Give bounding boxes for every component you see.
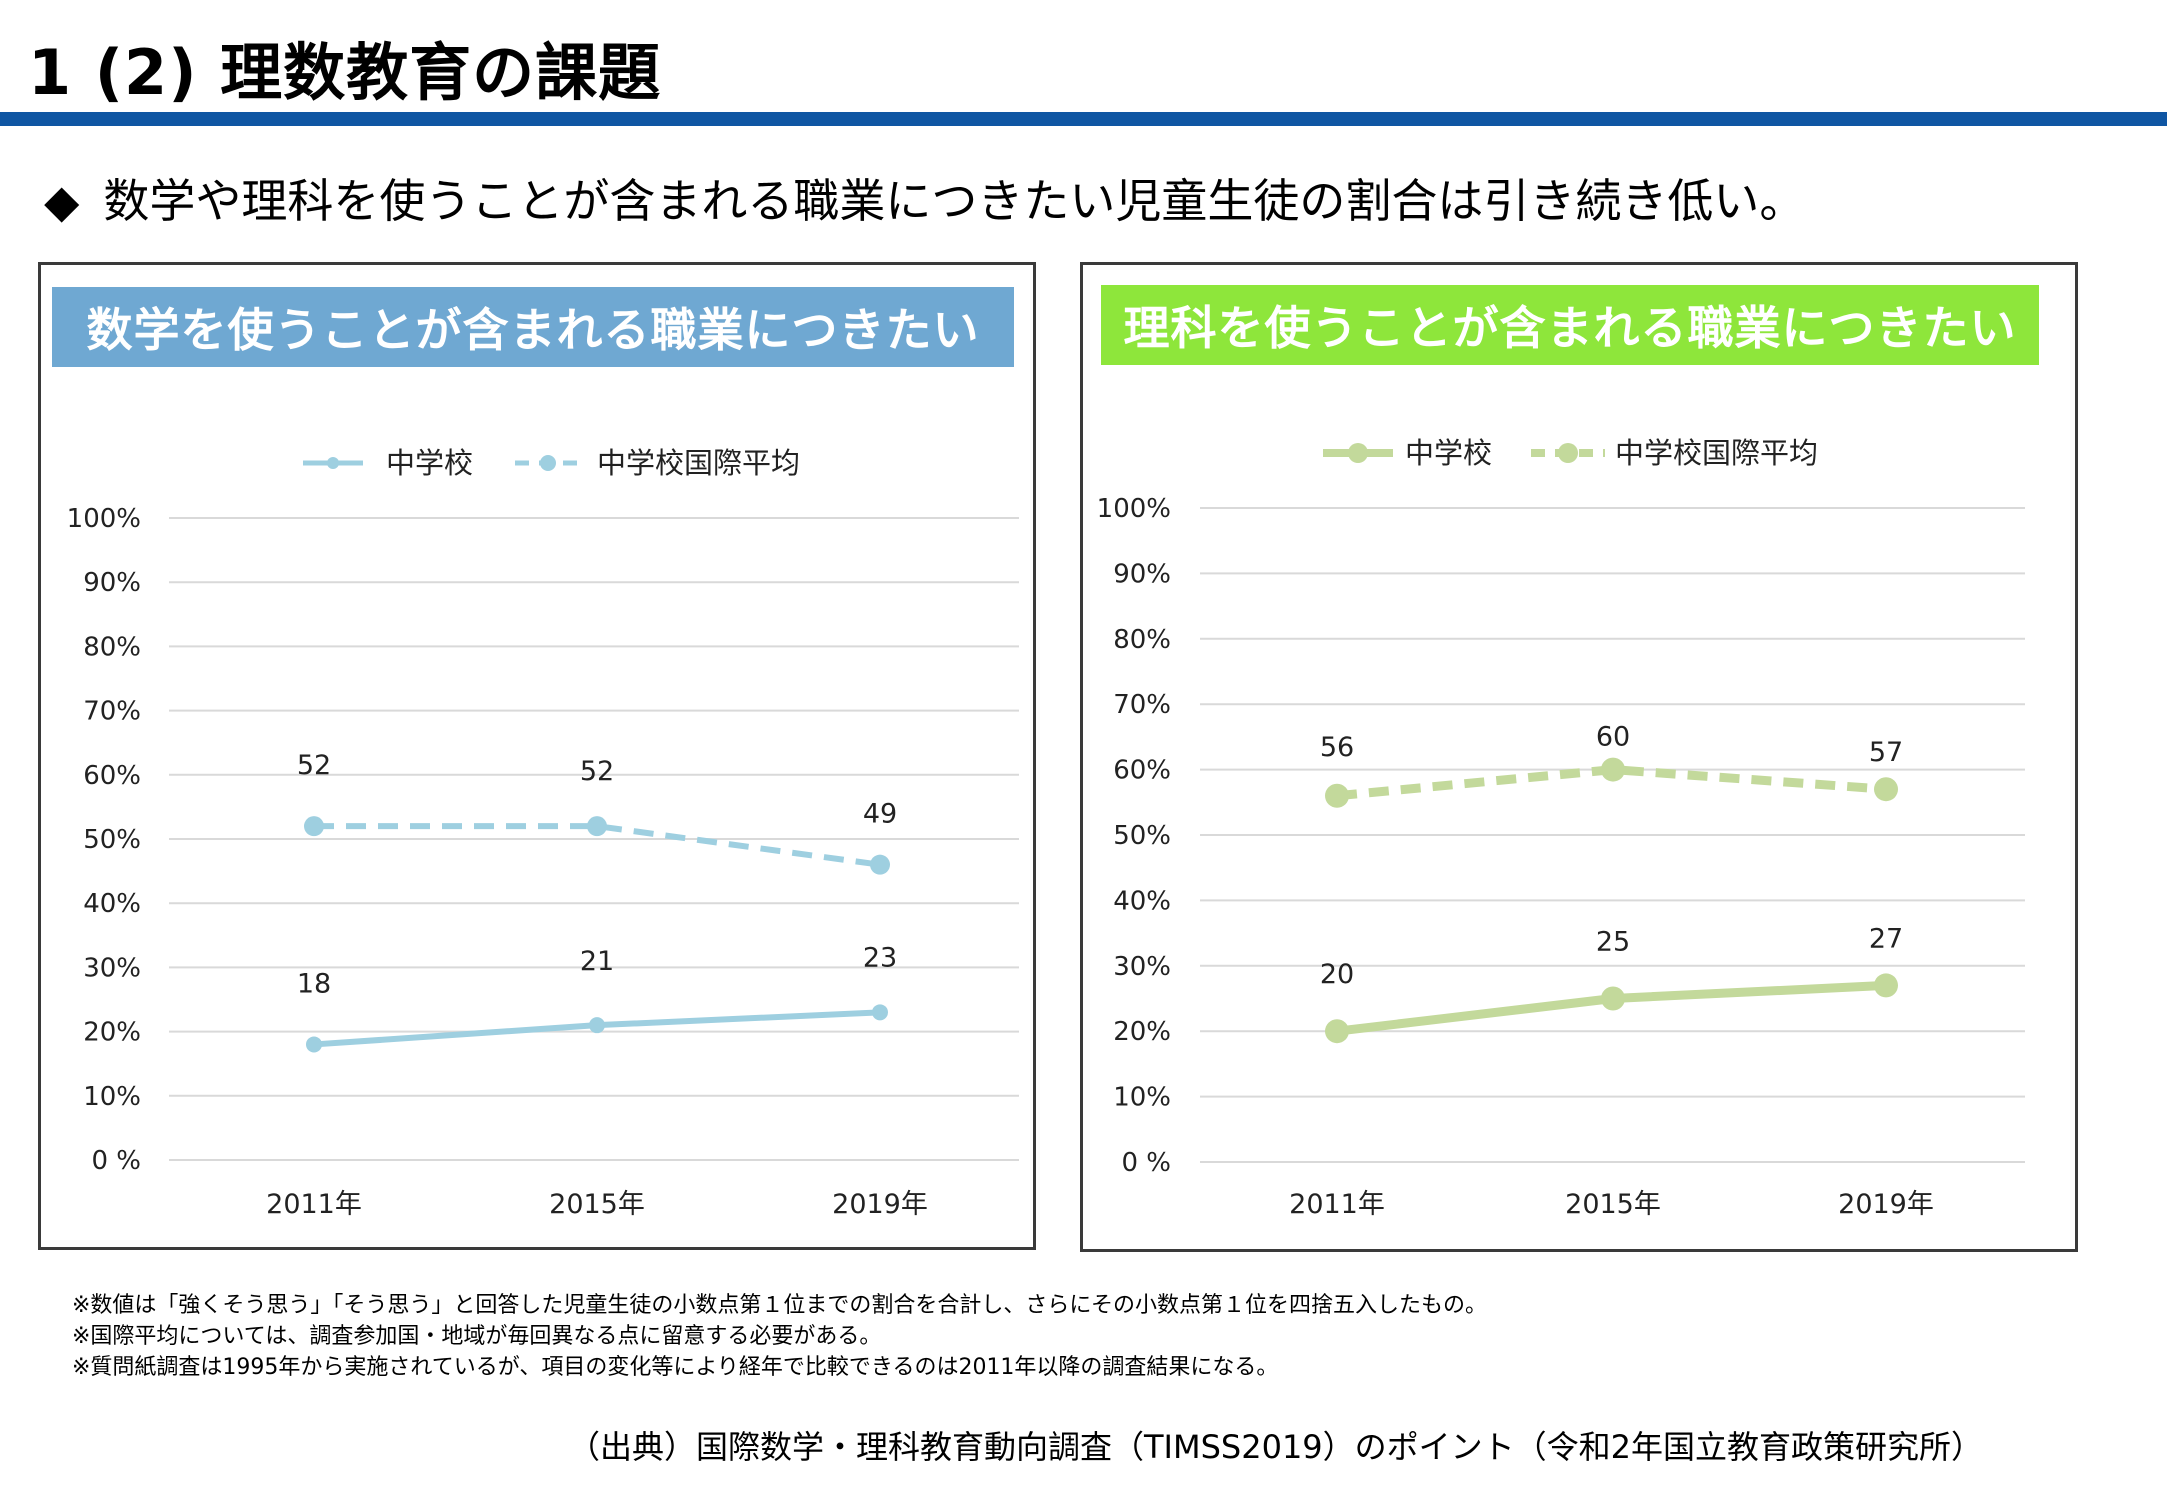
legend-marker bbox=[327, 457, 339, 469]
y-tick-label: 100% bbox=[1097, 494, 1171, 524]
diamond-bullet-icon: ◆ bbox=[44, 174, 80, 228]
data-point bbox=[872, 1004, 888, 1021]
legend-label: 中学校国際平均 bbox=[1615, 436, 1818, 470]
legend-marker bbox=[1558, 443, 1578, 463]
data-label: 20 bbox=[1320, 959, 1354, 990]
legend-label: 中学校 bbox=[386, 446, 473, 480]
y-tick-label: 60% bbox=[83, 761, 141, 791]
footnote-2: ※国際平均については、調査参加国・地域が毎回異なる点に留意する必要がある。 bbox=[72, 1324, 882, 1349]
x-tick-label: 2011年 bbox=[1289, 1189, 1385, 1220]
series-line-intl-avg bbox=[1336, 765, 1887, 801]
y-tick-label: 80% bbox=[1113, 625, 1171, 655]
x-tick-label: 2019年 bbox=[1838, 1189, 1934, 1220]
data-point bbox=[1601, 757, 1625, 782]
y-tick-label: 40% bbox=[83, 889, 141, 919]
y-tick-label: 70% bbox=[83, 697, 141, 727]
legend-marker bbox=[540, 455, 556, 471]
footnotes: ※数値は「強くそう思う」「そう思う」と回答した児童生徒の小数点第１位までの割合を… bbox=[72, 1290, 1487, 1383]
data-label: 52 bbox=[297, 750, 331, 781]
legend-label: 中学校国際平均 bbox=[597, 446, 800, 480]
math-chart-panel: 数学を使うことが含まれる職業につきたい 0 % 10% 20% 30% 40% 50% 60… bbox=[38, 262, 1036, 1250]
legend-marker bbox=[1348, 443, 1368, 463]
science-chart-panel: 理科を使うことが含まれる職業につきたい 0 % 10% 20% 30% 40% 50% 60… bbox=[1080, 262, 2078, 1252]
y-tick-label: 10% bbox=[1113, 1083, 1171, 1113]
y-tick-label: 20% bbox=[83, 1018, 141, 1048]
data-point bbox=[304, 816, 324, 837]
x-tick-label: 2019年 bbox=[832, 1189, 928, 1220]
footnote-1: ※数値は「強くそう思う」「そう思う」と回答した児童生徒の小数点第１位までの割合を… bbox=[72, 1293, 1487, 1318]
y-tick-label: 10% bbox=[83, 1082, 141, 1112]
data-point bbox=[870, 854, 890, 875]
y-tick-label: 20% bbox=[1113, 1017, 1171, 1047]
data-label: 21 bbox=[580, 946, 614, 977]
data-point bbox=[1874, 973, 1898, 998]
data-label: 49 bbox=[863, 799, 897, 830]
data-label: 56 bbox=[1320, 732, 1354, 763]
y-tick-label: 70% bbox=[1113, 690, 1171, 720]
y-tick-label: 50% bbox=[83, 825, 141, 855]
y-tick-label: 0 % bbox=[1121, 1148, 1171, 1178]
y-tick-label: 80% bbox=[83, 632, 141, 662]
data-label: 60 bbox=[1596, 722, 1630, 753]
science-line-chart: 0 % 10% 20% 30% 40% 50% 60% 70% 80% 90% 100% 2011年 2… bbox=[1097, 436, 2025, 1220]
data-label: 18 bbox=[297, 968, 331, 999]
science-chart-title: 理科を使うことが含まれる職業につきたい bbox=[1101, 285, 2039, 365]
data-point bbox=[1601, 986, 1625, 1011]
data-point bbox=[1874, 777, 1898, 802]
legend-label: 中学校 bbox=[1405, 436, 1492, 470]
data-point bbox=[1325, 783, 1349, 808]
footnote-3: ※質問紙調査は1995年から実施されているが、項目の変化等により経年で比較できる… bbox=[72, 1355, 1279, 1380]
data-label: 52 bbox=[580, 756, 614, 787]
y-tick-label: 0 % bbox=[91, 1146, 141, 1176]
data-point bbox=[587, 816, 607, 837]
x-tick-label: 2015年 bbox=[1565, 1189, 1661, 1220]
data-point bbox=[589, 1017, 605, 1034]
page-title: 1 (2) 理数教育の課題 bbox=[28, 36, 662, 109]
data-label: 25 bbox=[1596, 927, 1630, 958]
data-label: 27 bbox=[1869, 923, 1903, 954]
data-point bbox=[306, 1036, 322, 1053]
y-tick-label: 40% bbox=[1113, 886, 1171, 916]
y-tick-label: 60% bbox=[1113, 756, 1171, 786]
x-tick-label: 2015年 bbox=[549, 1189, 645, 1220]
lead-text: ◆ 数学や理科を使うことが含まれる職業につきたい児童生徒の割合は引き続き低い。 bbox=[44, 165, 1805, 231]
source-citation: （出典）国際数学・理科教育動向調査（TIMSS2019）のポイント（令和2年国立… bbox=[568, 1428, 1984, 1466]
math-chart-title: 数学を使うことが含まれる職業につきたい bbox=[52, 287, 1014, 367]
title-rule bbox=[0, 112, 2167, 126]
y-tick-label: 90% bbox=[1113, 559, 1171, 589]
data-point bbox=[1325, 1019, 1349, 1044]
data-label: 23 bbox=[863, 942, 897, 973]
y-tick-label: 30% bbox=[1113, 952, 1171, 982]
data-label: 57 bbox=[1869, 737, 1903, 768]
y-tick-label: 100% bbox=[67, 504, 141, 534]
math-line-chart: 0 % 10% 20% 30% 40% 50% 60% 70% 80% 90% 100% 2011年 2… bbox=[67, 446, 1019, 1220]
lead-sentence: 数学や理科を使うことが含まれる職業につきたい児童生徒の割合は引き続き低い。 bbox=[103, 174, 1806, 228]
y-tick-label: 90% bbox=[83, 568, 141, 598]
x-tick-label: 2011年 bbox=[266, 1189, 362, 1220]
y-tick-label: 50% bbox=[1113, 821, 1171, 851]
y-tick-label: 30% bbox=[83, 953, 141, 983]
